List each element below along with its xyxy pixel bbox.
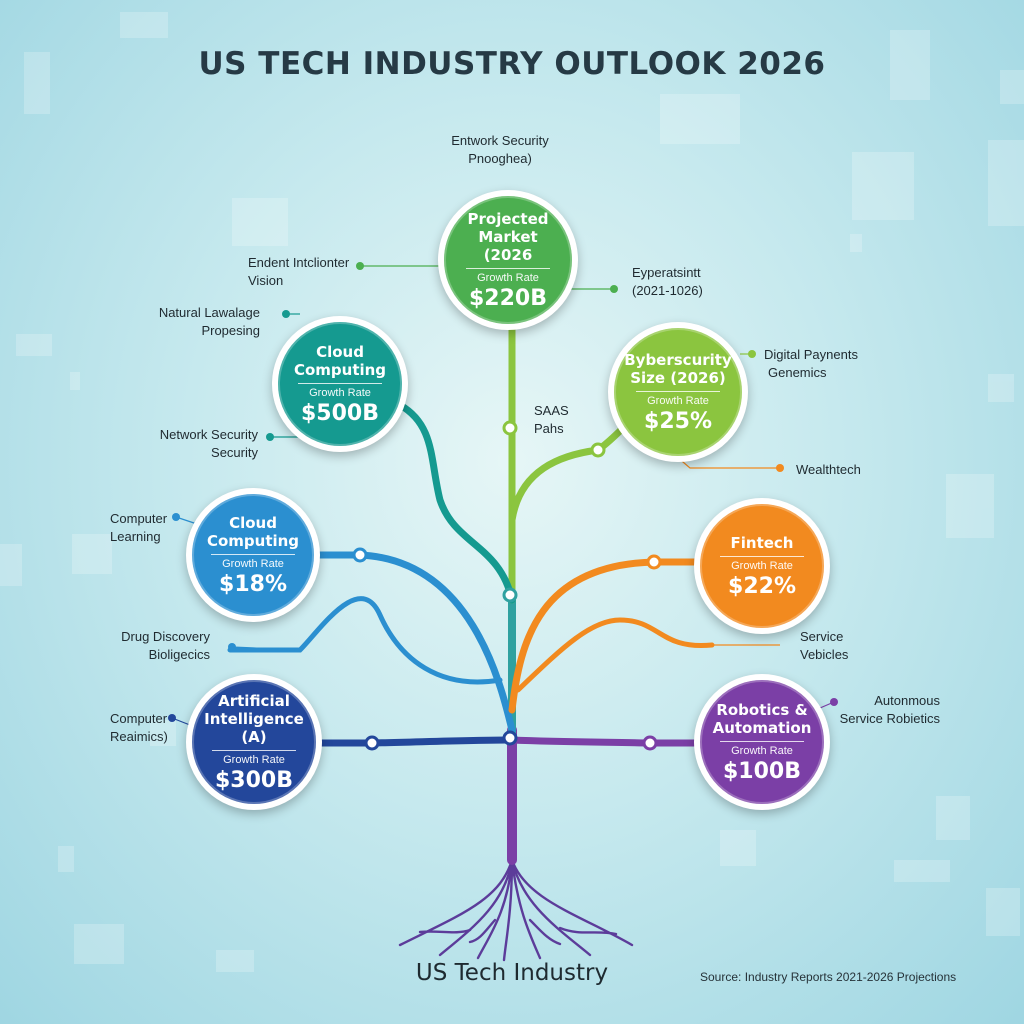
page-title: US TECH INDUSTRY OUTLOOK 2026 — [198, 46, 826, 82]
label-line: Entwork Security — [451, 133, 549, 148]
node-cloud-computing-top[interactable]: Cloud Computing Growth Rate $500B — [272, 316, 408, 452]
label-saas: SAAS Pahs — [534, 402, 594, 438]
node-subtitle: Growth Rate — [222, 557, 284, 570]
branch-orange-wave — [515, 617, 715, 693]
label-line: Genemics — [768, 365, 827, 380]
label-line: SAAS — [534, 403, 569, 418]
node-fintech[interactable]: Fintech Growth Rate $22% — [694, 498, 830, 634]
node-title: Fintech — [730, 533, 794, 552]
node-value: $22% — [728, 573, 796, 599]
label-line: Service Robietics — [839, 711, 940, 726]
node-title: Artificial Intelligence (A) — [204, 691, 304, 746]
node-robotics-automation[interactable]: Robotics & Automation Growth Rate $100B — [694, 674, 830, 810]
label-line: Bioligecics — [148, 647, 210, 662]
label-computer-learning: Computer Learning — [110, 510, 190, 546]
node-title: Cloud Computing — [206, 513, 300, 550]
node-title: Robotics & Automation — [712, 700, 812, 737]
node-divider — [720, 555, 804, 557]
label-line: Pnooghea) — [468, 151, 532, 166]
tree-root-label: US Tech Industry — [415, 960, 609, 986]
node-value: $220B — [469, 285, 547, 311]
node-value: $500B — [301, 400, 379, 426]
label-line: Natural Lawalage — [158, 305, 260, 320]
label-line: Drug Discovery — [121, 629, 210, 644]
node-value: $18% — [219, 571, 287, 597]
node-subtitle: Growth Rate — [647, 394, 709, 407]
branch-cloud-mid — [314, 551, 516, 734]
node-subtitle: Growth Rate — [223, 753, 285, 766]
label-line: Vision — [248, 273, 284, 288]
label-wealthtech: Wealthtech — [796, 461, 896, 479]
node-subtitle: Growth Rate — [731, 559, 793, 572]
node-divider — [636, 390, 720, 392]
background-squares — [0, 12, 1024, 972]
node-artificial-intelligence[interactable]: Artificial Intelligence (A) Growth Rate … — [186, 674, 322, 810]
callout-dots — [168, 262, 838, 722]
branch-fintech — [508, 558, 704, 714]
node-title: Cloud Computing — [293, 342, 387, 379]
branch-robotics — [508, 736, 698, 747]
label-line: Pahs — [534, 421, 564, 436]
node-subtitle: Growth Rate — [477, 271, 539, 284]
node-divider — [298, 382, 382, 384]
node-title: Byberscurity Size (2026) — [624, 350, 732, 387]
label-line: Security — [211, 445, 258, 460]
label-digital-payments: Digital Paynents Genemics — [764, 346, 894, 382]
label-line: Propesing — [201, 323, 260, 338]
node-divider — [211, 553, 295, 555]
label-line: Vebicles — [800, 647, 849, 662]
label-line: Computer — [110, 711, 168, 726]
label-line: Service — [800, 629, 844, 644]
label-service-vehicles: Service Vebicles — [800, 628, 880, 664]
node-subtitle: Growth Rate — [309, 386, 371, 399]
label-computer-robotics: Computer Reaimics) — [110, 710, 190, 746]
label-natural-language: Natural Lawalage Propesing — [120, 304, 260, 340]
tree-roots — [398, 858, 634, 962]
label-drug-discovery: Drug Discovery Bioligecics — [100, 628, 210, 664]
label-line: Wealthtech — [796, 462, 861, 477]
node-divider — [212, 749, 296, 751]
label-line: Computer — [110, 511, 168, 526]
node-divider — [466, 267, 550, 269]
label-network-security-left: Network Security Security — [120, 426, 258, 462]
label-line: Reaimics) — [110, 729, 168, 744]
label-line: Endent Intclionter — [248, 255, 350, 270]
node-divider — [720, 740, 804, 742]
label-line: Autonmous — [874, 693, 940, 708]
label-expert-vision: Endent Intclionter Vision — [248, 254, 378, 290]
label-line: (2021-1026) — [632, 283, 703, 298]
node-value: $300B — [215, 767, 293, 793]
branch-joints — [352, 420, 662, 751]
node-value: $25% — [644, 408, 712, 434]
node-subtitle: Growth Rate — [731, 744, 793, 757]
label-line: Learning — [110, 529, 161, 544]
node-cloud-computing-mid[interactable]: Cloud Computing Growth Rate $18% — [186, 488, 320, 622]
branch-blue-wave — [227, 596, 503, 685]
label-line: Eyperatsintt — [632, 265, 701, 280]
node-title: Projected Market (2026 — [467, 209, 549, 264]
node-projected-market[interactable]: Projected Market (2026 Growth Rate $220B — [438, 190, 578, 330]
branch-cloud-top — [396, 401, 516, 604]
label-autonomous: Autonmous Service Robietics — [820, 692, 940, 728]
branch-ai — [316, 736, 516, 747]
label-line: Digital Paynents — [764, 347, 858, 362]
label-network-security-top: Entwork Security Pnooghea) — [430, 132, 570, 168]
label-expected-range: Eyperatsintt (2021-1026) — [632, 264, 752, 300]
label-line: Network Security — [159, 427, 258, 442]
node-cybersecurity[interactable]: Byberscurity Size (2026) Growth Rate $25… — [608, 322, 748, 462]
source-note: Source: Industry Reports 2021-2026 Proje… — [700, 970, 957, 984]
node-value: $100B — [723, 758, 801, 784]
